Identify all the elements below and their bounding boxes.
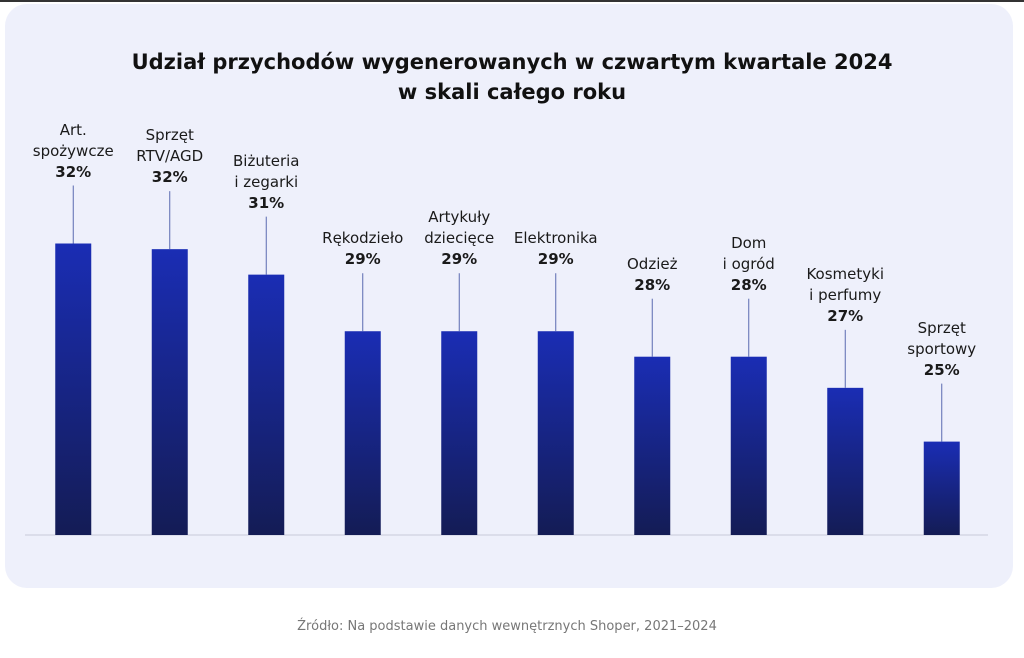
category-label: Artykuły dziecięce <box>424 208 495 248</box>
value-label: 31% <box>248 193 285 212</box>
bar <box>730 356 767 535</box>
category-label: Art. spożywcze <box>32 120 114 160</box>
value-label: 29% <box>344 250 381 269</box>
value-label: 28% <box>730 275 767 294</box>
category-label: Sprzęt sportowy <box>907 318 977 358</box>
bar <box>827 387 864 535</box>
bar <box>248 274 285 535</box>
bar <box>151 249 188 535</box>
category-label: Kosmetyki i perfumy <box>806 264 885 304</box>
bar <box>344 331 381 535</box>
category-label: Elektronika <box>513 229 598 248</box>
value-label: 27% <box>827 306 864 325</box>
bar <box>923 441 960 535</box>
bar <box>441 331 478 535</box>
source: Źródło: Na podstawie danych wewnętrznych… <box>297 619 717 634</box>
value-label: 29% <box>441 250 478 269</box>
value-label: 32% <box>151 168 188 187</box>
category-label: Dom i ogród <box>722 233 775 273</box>
value-label: 32% <box>55 162 92 181</box>
chart-title: Udział przychodów wygenerowanych w czwar… <box>131 50 893 104</box>
bar <box>55 243 92 535</box>
value-label: 29% <box>537 250 574 269</box>
category-label: Rękodzieło <box>322 229 404 248</box>
value-label: 25% <box>923 360 960 379</box>
bar <box>634 356 671 535</box>
category-label: Sprzęt RTV/AGD <box>136 126 204 166</box>
category-label: Biżuteria i zegarki <box>233 151 300 191</box>
value-label: 28% <box>634 275 671 294</box>
category-label: Odzież <box>627 254 678 273</box>
bar <box>537 331 574 535</box>
